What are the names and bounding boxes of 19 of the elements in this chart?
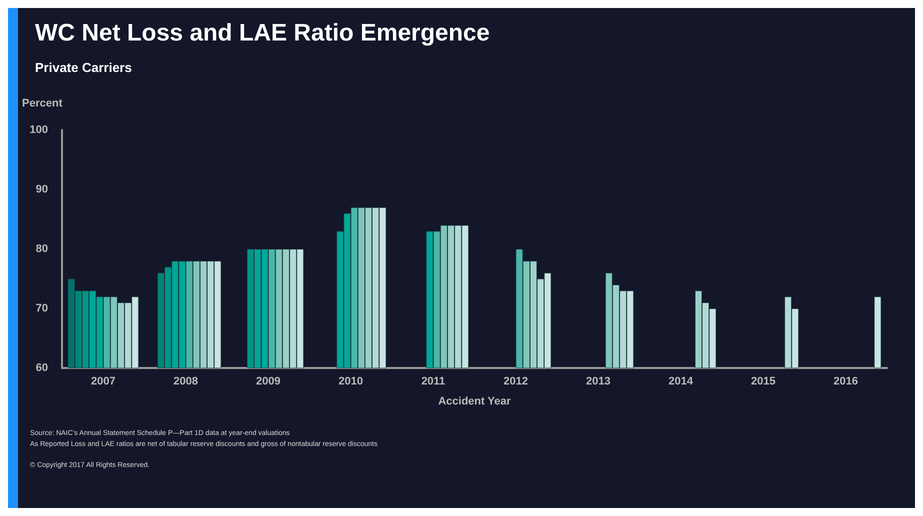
x-tick-label: 2010 xyxy=(338,376,363,388)
chart-subtitle: Private Carriers xyxy=(35,60,132,75)
y-axis-title: Percent xyxy=(22,98,63,110)
y-tick-label: 80 xyxy=(36,243,48,255)
y-tick-label: 90 xyxy=(36,184,48,196)
x-tick-label: 2016 xyxy=(834,376,858,388)
x-tick-label: 2015 xyxy=(751,376,776,388)
x-tick-label: 2007 xyxy=(91,376,116,388)
x-tick-label: 2011 xyxy=(421,376,446,388)
y-tick-label: 100 xyxy=(30,124,48,136)
x-tick-label: 2012 xyxy=(504,376,528,388)
chart-title: WC Net Loss and LAE Ratio Emergence xyxy=(35,20,490,46)
x-tick-label: 2008 xyxy=(174,376,198,388)
y-tick-label: 70 xyxy=(36,302,48,314)
y-tick-label: 60 xyxy=(36,362,48,374)
x-tick-label: 2009 xyxy=(256,376,280,388)
x-tick-label: 2013 xyxy=(586,376,610,388)
x-tick-label: 2014 xyxy=(668,376,694,388)
x-axis-title: Accident Year xyxy=(438,396,512,408)
